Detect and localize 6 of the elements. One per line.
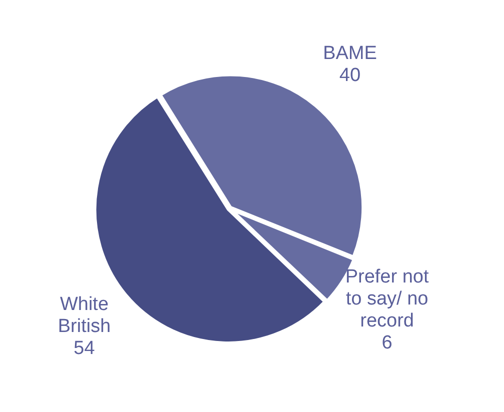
data-label: 54 <box>74 338 96 360</box>
slice-label: Prefer not to say/ no record <box>345 266 430 332</box>
data-label: 6 <box>382 332 392 354</box>
slice-label: White British <box>58 294 111 338</box>
slice-label: BAME <box>323 43 377 64</box>
data-label: 40 <box>339 65 361 86</box>
